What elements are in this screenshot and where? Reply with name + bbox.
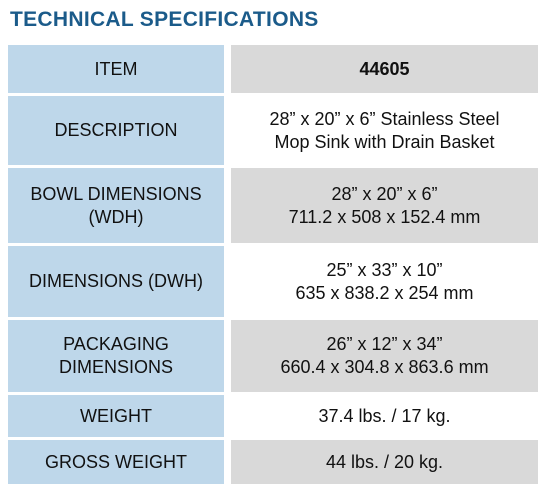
label-text: DIMENSIONS <box>58 357 173 377</box>
label-text: ITEM <box>94 58 138 79</box>
value-text: 660.4 x 304.8 x 863.6 mm <box>280 357 489 377</box>
label-text: DESCRIPTION <box>54 120 178 140</box>
value-text: 44605 <box>359 58 410 79</box>
table-row: GROSS WEIGHT 44 lbs. / 20 kg. <box>8 440 538 484</box>
value-text: 28” x 20” x 6” Stainless Steel <box>269 108 500 129</box>
value-cell: 44 lbs. / 20 kg. <box>231 440 538 484</box>
value-text: 26” x 12” x 34” <box>326 334 443 354</box>
label-text: WEIGHT <box>80 405 152 426</box>
label-text: BOWL DIMENSIONS <box>30 183 202 204</box>
table-row: DIMENSIONS (DWH) 25” x 33” x 10” 635 x 838… <box>8 246 538 317</box>
value-text: 28” x 20” x 6” <box>331 183 438 204</box>
page-title: TECHNICAL SPECIFICATIONS <box>10 8 319 31</box>
label-text: PACKAGING <box>63 334 169 354</box>
label-cell: ITEM <box>8 45 224 93</box>
label-cell: WEIGHT <box>8 395 224 437</box>
label-cell: BOWL DIMENSIONS (WDH) <box>8 168 224 243</box>
value-text: 44 lbs. / 20 kg. <box>325 451 444 472</box>
value-cell: 44605 <box>231 45 538 93</box>
value-text: 25” x 33” x 10” <box>326 259 443 280</box>
value-cell: 25” x 33” x 10” 635 x 838.2 x 254 mm <box>231 246 538 317</box>
table-row: PACKAGING DIMENSIONS 26” x 12” x 34” 660.4 … <box>8 320 538 392</box>
label-text: (WDH) <box>88 206 144 227</box>
value-cell: 28” x 20” x 6” 711.2 x 508 x 152.4 mm <box>231 168 538 243</box>
value-text: 711.2 x 508 x 152.4 mm <box>288 206 481 227</box>
value-text: Mop Sink with Drain Basket <box>274 131 495 152</box>
table-row: DESCRIPTION 28” x 20” x 6” Stainless Stee… <box>8 96 538 165</box>
value-cell: 26” x 12” x 34” 660.4 x 304.8 x 863.6 mm <box>231 320 538 392</box>
label-text: GROSS WEIGHT <box>44 451 187 472</box>
label-cell: DIMENSIONS (DWH) <box>8 246 224 317</box>
table-row: ITEM 44605 <box>8 45 538 93</box>
table-row: BOWL DIMENSIONS (WDH) 28” x 20” x 6” 711.2 … <box>8 168 538 243</box>
label-cell: GROSS WEIGHT <box>8 440 224 484</box>
value-cell: 28” x 20” x 6” Stainless Steel Mop Sink w… <box>231 96 538 165</box>
table-row: WEIGHT 37.4 lbs. / 17 kg. <box>8 395 538 437</box>
value-cell: 37.4 lbs. / 17 kg. <box>231 395 538 437</box>
label-cell: PACKAGING DIMENSIONS <box>8 320 224 392</box>
label-text: DIMENSIONS (DWH) <box>29 271 203 291</box>
label-cell: DESCRIPTION <box>8 96 224 165</box>
value-text: 635 x 838.2 x 254 mm <box>295 282 474 303</box>
spec-table: ITEM 44605 DESCRIPTION 28” x 20” x 6” Stain… <box>8 45 538 487</box>
value-text: 37.4 lbs. / 17 kg. <box>318 405 451 426</box>
